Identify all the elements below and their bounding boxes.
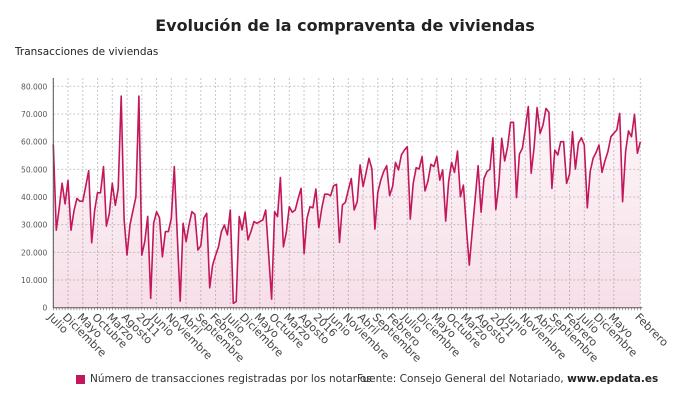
- source-link[interactable]: www.epdata.es: [567, 373, 659, 385]
- y-tick-label: 60.000: [21, 138, 47, 147]
- legend-label: Número de transacciones registradas por …: [90, 373, 372, 385]
- series-line: [52, 95, 642, 305]
- series-area: [53, 96, 641, 308]
- y-tick-label: 80.000: [21, 82, 47, 91]
- y-tick-label: 10.000: [21, 276, 47, 285]
- source-note: Fuente: Consejo General del Notariado, w…: [357, 373, 658, 385]
- chart-title: Evolución de la compraventa de viviendas: [155, 16, 535, 35]
- y-tick-label: 0: [43, 304, 48, 313]
- y-axis-label: Transacciones de viviendas: [15, 46, 159, 58]
- y-tick-label: 50.000: [21, 165, 47, 174]
- legend: Número de transacciones registradas por …: [76, 373, 372, 385]
- source-text: Fuente: Consejo General del Notariado,: [357, 373, 568, 385]
- y-tick-label: 70.000: [21, 110, 47, 119]
- legend-swatch: [76, 374, 85, 384]
- y-tick-label: 20.000: [21, 248, 47, 257]
- y-tick-label: 40.000: [21, 193, 47, 202]
- x-tick-label: Febrero: [632, 311, 671, 350]
- y-tick-label: 30.000: [21, 221, 47, 230]
